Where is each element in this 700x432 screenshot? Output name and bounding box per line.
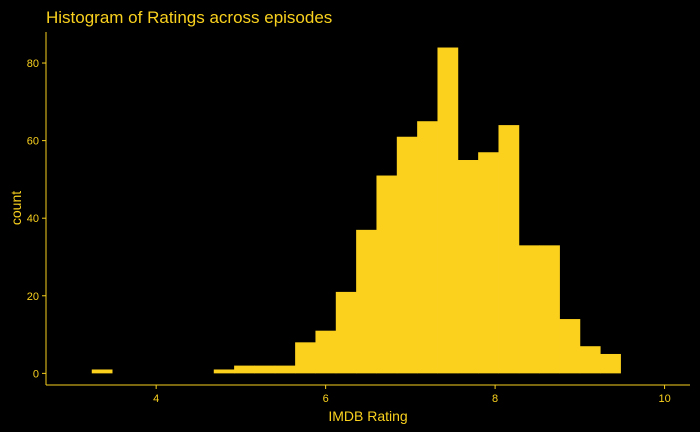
histogram-bar (539, 245, 560, 374)
histogram-bar (295, 342, 316, 374)
histogram-bar (356, 229, 377, 374)
histogram-bar (478, 152, 499, 374)
y-tick-label: 40 (27, 213, 39, 225)
x-axis-title: IMDB Rating (328, 408, 407, 424)
histogram-bar (274, 365, 296, 374)
y-tick-label: 80 (27, 58, 39, 70)
histogram-bar (600, 353, 621, 374)
histogram-bar (91, 369, 113, 374)
histogram-bar (396, 136, 418, 374)
histogram-bar (457, 160, 479, 374)
histogram-bar (518, 245, 540, 374)
histogram-bar (254, 365, 276, 374)
histogram-bar (315, 330, 337, 374)
chart-title: Histogram of Ratings across episodes (46, 8, 332, 27)
x-tick-label: 10 (658, 393, 670, 405)
x-axis-ticks: 4 6 8 10 (153, 385, 671, 405)
histogram-bar (437, 47, 459, 374)
y-axis-ticks: 0 20 40 60 80 (27, 58, 46, 380)
x-tick-label: 4 (153, 393, 159, 405)
histogram-bar (376, 175, 398, 374)
histogram-bar (579, 346, 601, 374)
histogram-bar (234, 365, 255, 374)
histogram-bar (417, 121, 438, 374)
histogram-bar (335, 291, 357, 374)
y-tick-label: 20 (27, 291, 39, 303)
y-tick-label: 60 (27, 136, 39, 148)
y-tick-label: 0 (33, 368, 39, 380)
x-tick-label: 8 (492, 393, 498, 405)
bars-group (91, 47, 621, 374)
x-tick-label: 6 (323, 393, 329, 405)
histogram-bar (559, 319, 581, 374)
histogram-bar (213, 369, 235, 374)
histogram-bar (498, 125, 520, 374)
y-axis-title: count (8, 191, 24, 225)
